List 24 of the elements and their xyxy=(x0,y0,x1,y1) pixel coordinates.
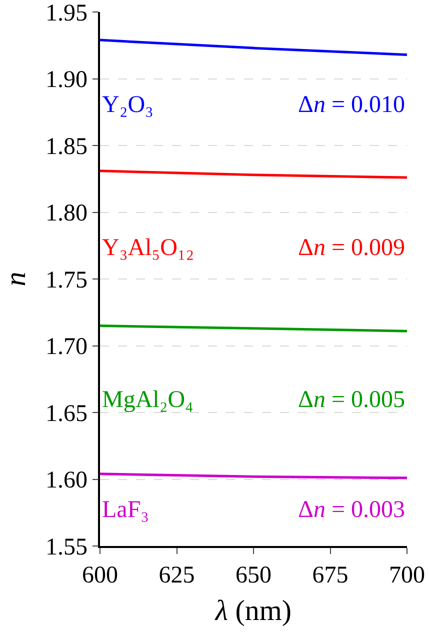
annotation: Δn = 0.005 xyxy=(298,387,405,413)
x-tick-label: 675 xyxy=(312,562,348,589)
series-label: LaF₃ xyxy=(102,497,150,523)
text: Y₃Al₅O₁₂ xyxy=(102,235,194,261)
x-tick-label: 600 xyxy=(82,562,118,589)
text: MgAl₂O₄ xyxy=(102,387,194,413)
annotation: Δn = 0.003 xyxy=(298,497,405,523)
y-axis-title: n xyxy=(0,272,32,286)
annotation: Δn = 0.010 xyxy=(298,92,405,118)
annotation: Δn = 0.009 xyxy=(298,235,405,261)
y-tick-label: 1.90 xyxy=(45,67,88,94)
y-tick-label: 1.85 xyxy=(45,134,88,160)
y-tick-label: 1.70 xyxy=(45,334,88,360)
y-tick-label: 1.55 xyxy=(45,534,88,560)
y-tick-label: 1.65 xyxy=(45,400,88,427)
x-tick-label: 650 xyxy=(236,562,272,589)
y-tick-label: 1.75 xyxy=(45,267,88,294)
x-tick-label: 625 xyxy=(158,562,195,589)
y-tick-label: 1.80 xyxy=(45,200,88,227)
x-axis-title: λ (nm) xyxy=(214,594,292,627)
text: Y₂O₃ xyxy=(102,92,154,118)
y-tick-label: 1.60 xyxy=(45,468,88,494)
x-tick-label: 700 xyxy=(389,562,425,589)
y-tick-label: 1.95 xyxy=(45,0,88,26)
